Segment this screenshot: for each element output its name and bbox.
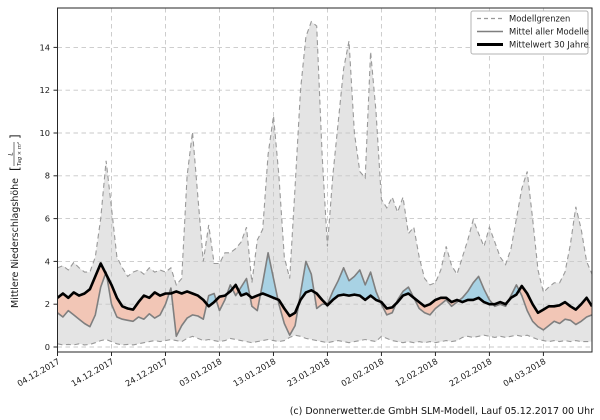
- model-upper-bound-line: [57, 20, 592, 294]
- above-normal-fill: [260, 252, 278, 300]
- legend-label: Mittel aller Modelle: [509, 27, 589, 37]
- above-normal-fill: [396, 287, 414, 304]
- x-tick-label: 22.02.2018: [447, 356, 493, 388]
- legend-label: Mittelwert 30 Jahre: [509, 40, 589, 50]
- below-normal-fill: [413, 297, 459, 315]
- x-tick-label: 14.12.2017: [69, 356, 115, 388]
- y-tick-label: 6: [45, 214, 50, 224]
- legend: Modellgrenzen Mittel aller Modelle Mittelw…: [470, 10, 589, 55]
- model-lower-bound-line: [57, 334, 592, 346]
- below-normal-fill: [519, 286, 592, 330]
- svg-text:L: L: [8, 152, 15, 155]
- model-range-band: [57, 21, 592, 345]
- plot-area: [57, 8, 592, 352]
- below-normal-fill: [171, 291, 207, 337]
- y-tick-label: 0: [45, 342, 50, 352]
- x-tick-label: 23.01.2018: [285, 356, 331, 388]
- y-tick-label: 2: [45, 299, 50, 309]
- svg-text:Tag × m²: Tag × m²: [17, 142, 23, 166]
- x-tick-label: 24.12.2017: [123, 356, 169, 388]
- x-tick-label: 04.03.2018: [501, 356, 547, 388]
- y-tick-label: 4: [45, 256, 50, 266]
- y-axis-label: Mittlere Niederschlagshöhe [ L Tag × m²]: [8, 134, 24, 308]
- chart-caption: (c) Donnerwetter.de GmbH SLM-Modell, Lau…: [289, 406, 594, 417]
- svg-text:Mittlere Niederschlagshöhe: Mittlere Niederschlagshöhe: [10, 178, 21, 308]
- plot-frame: [57, 7, 593, 353]
- x-tick-label: 03.01.2018: [177, 356, 223, 388]
- mean-30y-line: [57, 262, 592, 318]
- x-tick-label: 02.02.2018: [339, 356, 385, 388]
- x-tick-label: 12.02.2018: [393, 356, 439, 388]
- y-tick-label: 12: [39, 85, 50, 95]
- below-normal-fill: [106, 275, 170, 322]
- x-tick-label: 13.01.2018: [231, 356, 277, 388]
- y-axis: 0 2 4 6 8 10 12 14: [39, 42, 58, 352]
- below-normal-fill: [314, 292, 327, 309]
- y-tick-label: 10: [39, 128, 50, 138]
- svg-text:]: ]: [8, 134, 22, 139]
- svg-text:[: [: [8, 166, 22, 171]
- y-tick-label: 14: [39, 42, 50, 52]
- legend-label: Modellgrenzen: [509, 14, 570, 24]
- y-tick-label: 8: [45, 171, 50, 181]
- x-tick-label: 04.12.2017: [15, 356, 61, 388]
- above-normal-fill: [458, 276, 493, 305]
- x-axis: 04.12.2017 14.12.2017 24.12.2017 03.01.2018…: [15, 352, 547, 388]
